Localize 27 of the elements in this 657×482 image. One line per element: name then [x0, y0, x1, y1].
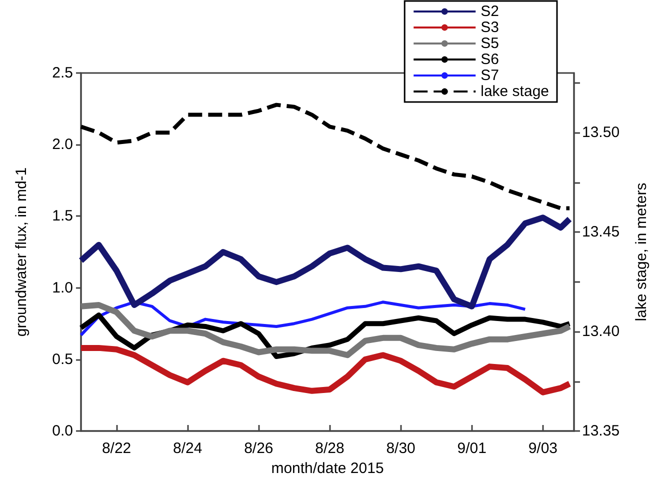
y-tick-label: 0.0	[52, 422, 73, 440]
y2-axis-title: lake stage, in meters	[633, 182, 650, 322]
x-tick-label: 8/26	[244, 440, 274, 457]
y2-tick-label: 13.40	[582, 323, 620, 340]
legend-label: S2	[480, 3, 499, 20]
x-tick-label: 8/22	[102, 440, 132, 457]
y-tick-label: 2.5	[52, 64, 73, 82]
legend-label: S5	[480, 35, 499, 52]
x-axis-title: month/date 2015	[271, 460, 384, 477]
y-tick-label: 0.5	[52, 350, 73, 368]
y2-tick-label: 13.50	[582, 124, 620, 142]
y-tick-label: 2.0	[52, 136, 73, 154]
y2-tick-label: 13.45	[582, 224, 620, 241]
x-tick-label: 8/24	[172, 440, 202, 457]
x-tick-label: 8/30	[386, 440, 416, 457]
legend-label: lake stage	[480, 83, 550, 100]
x-tick-label: 9/01	[457, 440, 486, 457]
legend-label: S6	[480, 51, 499, 68]
line-series	[79, 102, 572, 210]
y-tick-label: 1.5	[52, 208, 73, 225]
y-tick-label: 1.0	[52, 279, 73, 296]
legend-label: S7	[480, 67, 499, 84]
y-axis-title: groundwater flux, in md-1	[13, 167, 30, 337]
x-tick-label: 8/28	[315, 440, 344, 457]
y2-tick-label: 13.35	[582, 422, 620, 440]
x-tick-label: 9/03	[528, 440, 558, 457]
legend-label: S3	[480, 19, 499, 36]
